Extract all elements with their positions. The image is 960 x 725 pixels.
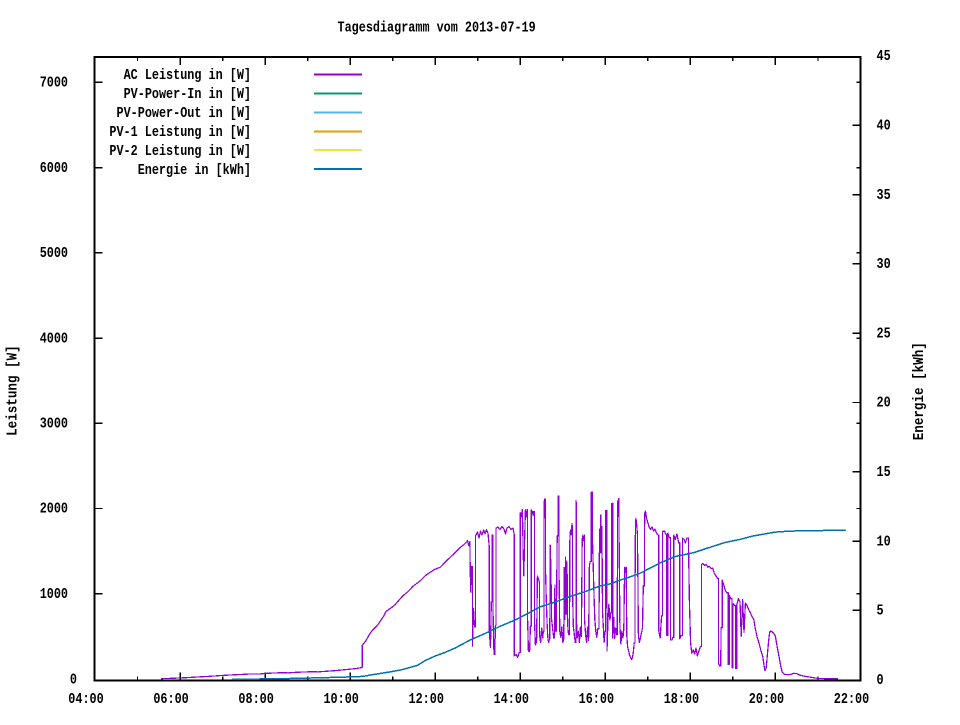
svg-text:PV-Power-In in [W]: PV-Power-In in [W] (124, 86, 251, 103)
svg-text:5: 5 (877, 603, 884, 620)
svg-text:25: 25 (877, 325, 891, 342)
svg-text:1000: 1000 (40, 586, 68, 603)
svg-text:08:00: 08:00 (238, 691, 273, 708)
svg-text:0: 0 (877, 672, 884, 689)
svg-text:20:00: 20:00 (749, 691, 784, 708)
svg-text:10:00: 10:00 (323, 691, 358, 708)
svg-text:12:00: 12:00 (409, 691, 444, 708)
svg-text:PV-1 Leistung in [W]: PV-1 Leistung in [W] (109, 124, 251, 141)
svg-text:Tagesdiagramm vom 2013-07-19: Tagesdiagramm vom 2013-07-19 (338, 19, 536, 36)
svg-text:0: 0 (70, 671, 77, 688)
svg-text:2000: 2000 (40, 501, 68, 518)
svg-text:06:00: 06:00 (153, 691, 188, 708)
svg-text:15: 15 (877, 464, 891, 481)
svg-text:PV-Power-Out in [W]: PV-Power-Out in [W] (117, 105, 252, 122)
svg-text:16:00: 16:00 (579, 691, 614, 708)
svg-text:AC Leistung in [W]: AC Leistung in [W] (124, 67, 251, 84)
svg-text:40: 40 (877, 118, 891, 135)
svg-text:4000: 4000 (40, 330, 68, 347)
svg-text:Energie [kWh]: Energie [kWh] (911, 342, 928, 440)
svg-text:Leistung [W]: Leistung [W] (5, 345, 22, 436)
svg-text:PV-2 Leistung in [W]: PV-2 Leistung in [W] (109, 143, 251, 160)
svg-text:45: 45 (877, 48, 891, 65)
svg-text:6000: 6000 (40, 160, 68, 177)
svg-text:18:00: 18:00 (664, 691, 699, 708)
svg-text:5000: 5000 (40, 245, 68, 262)
svg-text:7000: 7000 (40, 75, 68, 92)
svg-text:20: 20 (877, 395, 891, 412)
svg-text:Energie in [kWh]: Energie in [kWh] (138, 162, 251, 179)
svg-text:10: 10 (877, 533, 891, 550)
svg-text:04:00: 04:00 (68, 691, 103, 708)
svg-text:22:00: 22:00 (834, 691, 869, 708)
svg-text:35: 35 (877, 187, 891, 204)
svg-text:3000: 3000 (40, 416, 68, 433)
svg-text:14:00: 14:00 (494, 691, 529, 708)
svg-text:30: 30 (877, 256, 891, 273)
